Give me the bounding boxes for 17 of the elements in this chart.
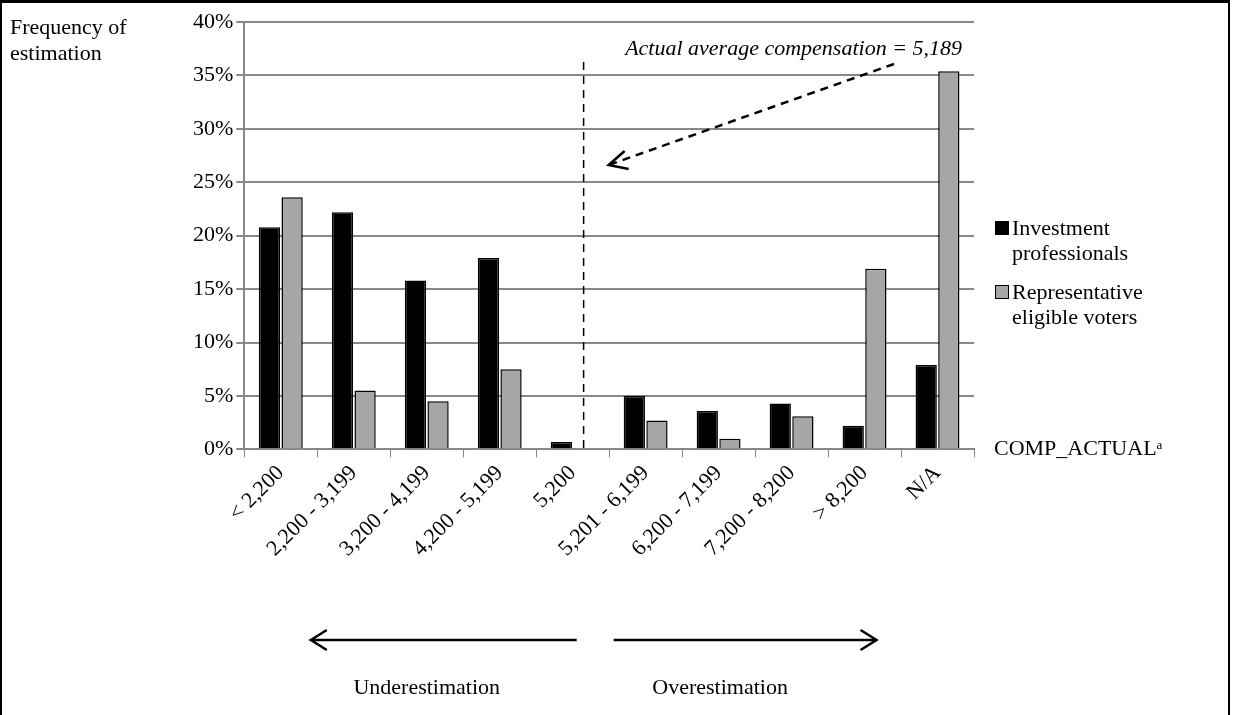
x-axis-title: COMP_ACTUALᵃ — [994, 435, 1163, 461]
y-tick-label: 25% — [193, 168, 234, 194]
legend-label: Investment professionals — [1012, 215, 1130, 265]
y-tick-label: 30% — [193, 114, 234, 140]
text: Overestimation — [652, 673, 788, 699]
annotation: Actual average compensation = 5,189 — [623, 34, 962, 60]
y-tick-label: 0% — [204, 435, 234, 461]
y-tick-label: 15% — [193, 274, 234, 300]
x-tick-label: N/A — [900, 459, 946, 505]
y-tick-label: 40% — [193, 7, 234, 33]
y-tick-label: 20% — [193, 221, 234, 247]
legend-label: Representative eligible voters — [1012, 279, 1144, 329]
y-tick-label: 35% — [193, 61, 234, 87]
y-tick-label: 5% — [204, 381, 234, 407]
y-axis-title: Frequency of estimation — [10, 14, 128, 66]
text: Underestimation — [353, 673, 501, 699]
y-tick-label: 10% — [193, 328, 234, 354]
